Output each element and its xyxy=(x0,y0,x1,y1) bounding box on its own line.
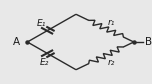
Text: A: A xyxy=(13,37,20,47)
Text: r₁: r₁ xyxy=(107,18,115,27)
Text: E₁: E₁ xyxy=(36,19,46,28)
Text: r₂: r₂ xyxy=(107,58,115,67)
Text: B: B xyxy=(145,37,152,47)
Text: E₂: E₂ xyxy=(39,58,49,67)
